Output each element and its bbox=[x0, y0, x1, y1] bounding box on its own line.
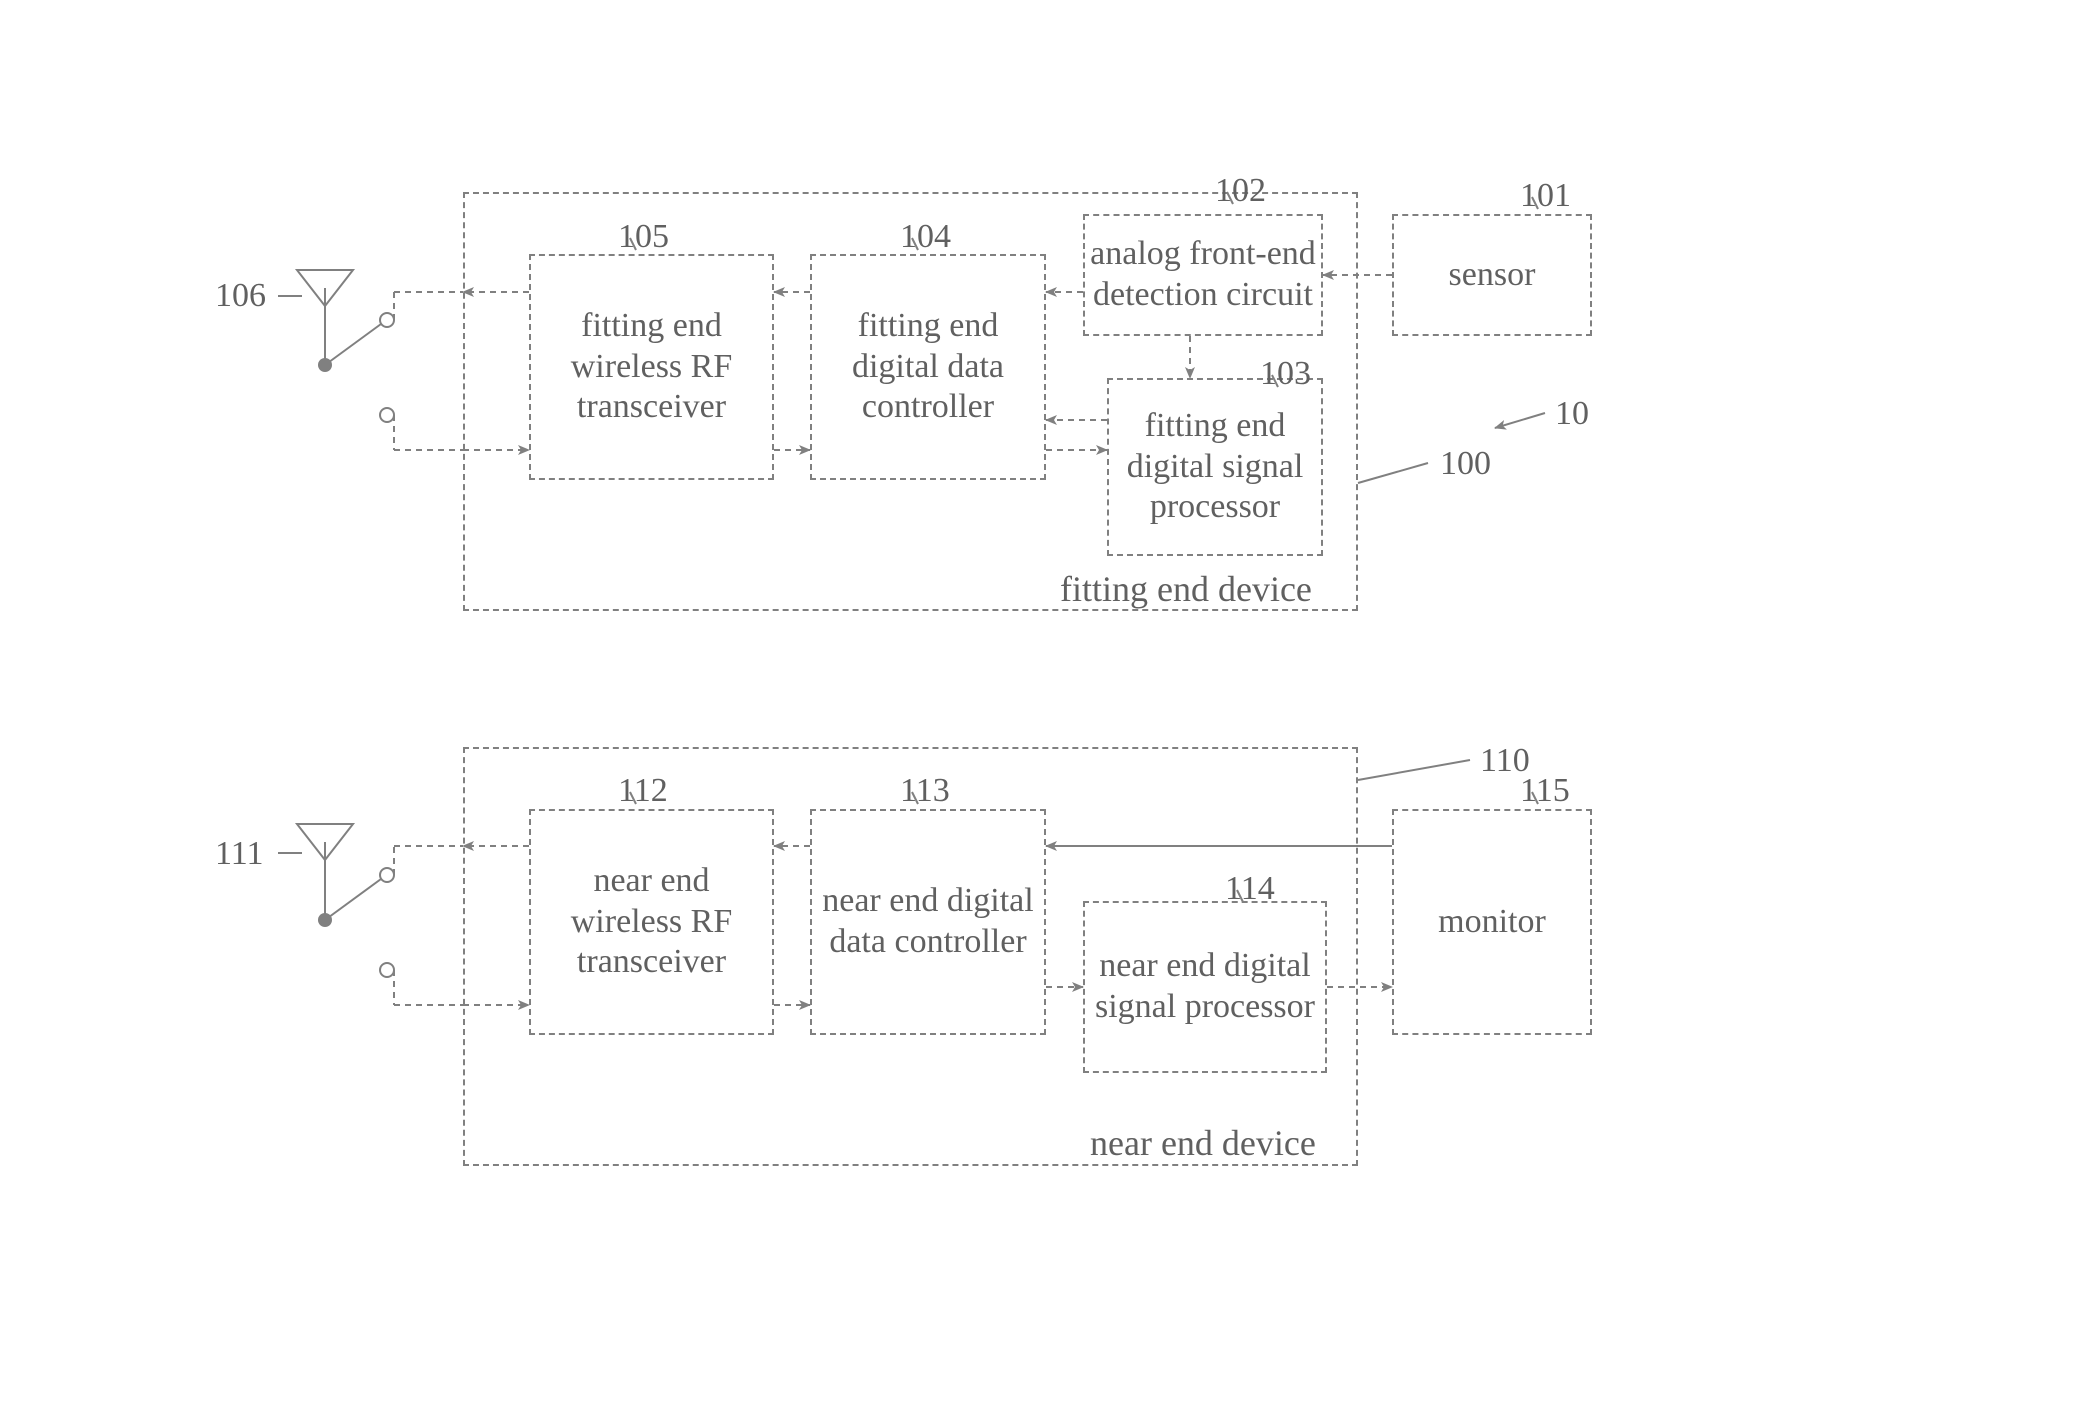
block-102: analog front-end detection circuit bbox=[1083, 214, 1323, 336]
antenna-icon-111 bbox=[297, 824, 463, 1005]
label-110: 110 bbox=[1480, 742, 1530, 780]
label-111: 111 bbox=[215, 835, 263, 873]
block-113: near end digital data controller bbox=[810, 809, 1046, 1035]
ref-105: 105 bbox=[618, 218, 669, 256]
label-10: 10 bbox=[1555, 395, 1589, 433]
block-103: fitting end digital signal processor bbox=[1107, 378, 1323, 556]
block-112: near end wireless RF transceiver bbox=[529, 809, 774, 1035]
block-104-text: fitting end digital data controller bbox=[816, 306, 1040, 428]
block-105-text: fitting end wireless RF transceiver bbox=[535, 306, 768, 428]
label-100: 100 bbox=[1440, 445, 1491, 483]
ref-102: 102 bbox=[1215, 172, 1266, 210]
block-114: near end digital signal processor bbox=[1083, 901, 1327, 1073]
leader-ll100 bbox=[1358, 463, 1428, 483]
ref-101: 101 bbox=[1520, 177, 1571, 215]
block-115: monitor bbox=[1392, 809, 1592, 1035]
ref-103: 103 bbox=[1260, 355, 1311, 393]
block-105: fitting end wireless RF transceiver bbox=[529, 254, 774, 480]
leader-ll110 bbox=[1358, 760, 1470, 780]
block-112-text: near end wireless RF transceiver bbox=[535, 861, 768, 983]
block-115-text: monitor bbox=[1438, 902, 1546, 943]
block-113-text: near end digital data controller bbox=[816, 881, 1040, 963]
block-114-text: near end digital signal processor bbox=[1089, 946, 1321, 1028]
leader-ll10 bbox=[1495, 413, 1545, 428]
ref-112: 112 bbox=[618, 772, 668, 810]
ref-104: 104 bbox=[900, 218, 951, 256]
fitting-end-container-label: fitting end device bbox=[1060, 568, 1312, 610]
block-102-text: analog front-end detection circuit bbox=[1089, 234, 1317, 316]
block-101: sensor bbox=[1392, 214, 1592, 336]
block-104: fitting end digital data controller bbox=[810, 254, 1046, 480]
label-106: 106 bbox=[215, 277, 266, 315]
antenna-icon-106 bbox=[297, 270, 463, 450]
ref-114: 114 bbox=[1225, 870, 1275, 908]
ref-113: 113 bbox=[900, 772, 950, 810]
near-end-container-label: near end device bbox=[1090, 1122, 1316, 1164]
block-101-text: sensor bbox=[1449, 255, 1536, 296]
block-103-text: fitting end digital signal processor bbox=[1113, 406, 1317, 528]
